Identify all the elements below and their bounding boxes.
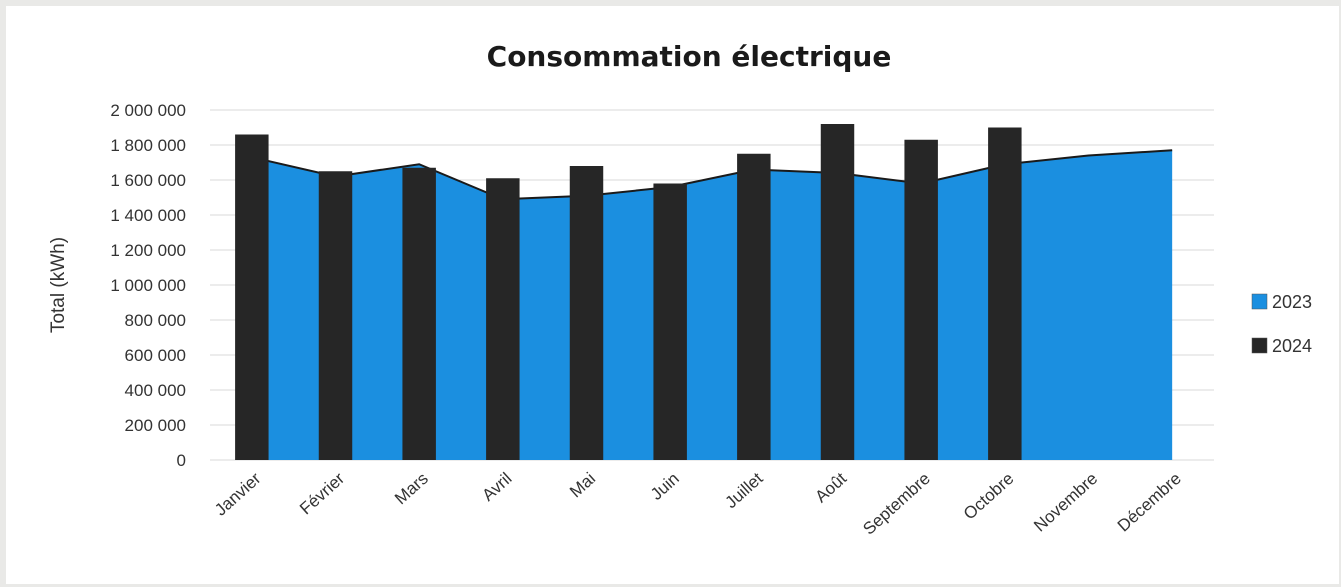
y-tick-label: 1 000 000 [110,276,186,295]
bar-2024 [486,178,520,460]
y-tick-label: 1 600 000 [110,171,186,190]
y-tick-label: 1 400 000 [110,206,186,225]
legend-swatch [1251,293,1268,310]
x-tick-label: Décembre [1114,469,1185,536]
y-tick-label: 1 200 000 [110,241,186,260]
y-tick-label: 2 000 000 [110,101,186,120]
y-tick-label: 1 800 000 [110,136,186,155]
series-2024-bars [235,124,1022,460]
bar-2024 [904,139,938,460]
bar-2024 [569,166,604,460]
y-tick-label: 400 000 [125,381,186,400]
chart-sheet: Consommation électrique 0 200 000 400 000 6… [6,6,1339,584]
x-tick-label: Février [296,469,348,519]
y-tick-label: 200 000 [125,416,186,435]
x-axis-ticks: Janvier Février Mars Avril Mai Juin Juillet Aoû… [211,469,1185,539]
y-tick-label: 600 000 [125,346,186,365]
x-tick-label: Juin [647,469,683,504]
x-tick-label: Juillet [721,469,766,512]
bar-2024 [235,134,269,460]
y-tick-label: 800 000 [125,311,186,330]
legend-label: 2024 [1272,336,1312,356]
bar-2024 [318,171,353,460]
bar-2024 [737,153,771,460]
bar-2024 [653,183,687,460]
x-tick-label: Novembre [1030,469,1101,536]
x-tick-label: Octobre [960,469,1018,524]
bar-2024 [402,167,436,460]
x-tick-label: Janvier [211,469,265,520]
series-2023-area [251,149,1173,460]
bar-2024 [820,124,855,460]
chart-title: Consommation électrique [487,40,892,73]
bar-2024 [988,127,1022,460]
area-2023-fill [251,150,1173,460]
x-tick-label: Mars [391,469,432,508]
x-tick-label: Mai [566,469,599,501]
x-tick-label: Avril [478,469,515,505]
y-axis-title: Total (kWh) [48,237,69,333]
chart-svg: Consommation électrique 0 200 000 400 000 6… [48,40,1312,539]
y-axis-ticks: 0 200 000 400 000 600 000 800 000 1 000 000 1 … [110,101,186,470]
x-tick-label: Septembre [859,469,934,539]
legend-swatch [1251,337,1268,354]
legend: 2023 2024 [1251,292,1312,356]
x-tick-label: Août [811,469,850,507]
legend-label: 2023 [1272,292,1312,312]
y-tick-label: 0 [177,451,186,470]
